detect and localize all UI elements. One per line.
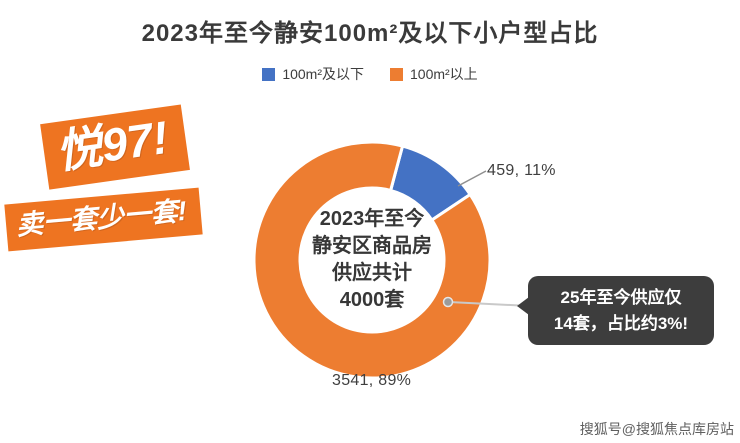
callout-line: 25年至今供应仅 — [560, 288, 682, 307]
donut-chart — [252, 140, 492, 380]
legend-label-under-100: 100m²及以下 — [282, 66, 364, 82]
legend-label-over-100: 100m²以上 — [410, 66, 478, 82]
sticker-sell-one-less-one: 卖一套少一套! — [4, 187, 203, 252]
slice-label-over-100: 3541, 89% — [332, 372, 412, 389]
legend-swatch-orange — [390, 67, 403, 81]
donut-slice-over-100 — [252, 140, 492, 380]
center-text-line: 2023年至今 — [319, 208, 425, 230]
callout-pointer — [517, 297, 529, 315]
center-text-line: 4000套 — [339, 289, 405, 311]
sticker-yue97: 悦97! — [40, 104, 191, 190]
legend-item-over-100: 100m²以上 — [390, 64, 478, 84]
slice-label-under-100: 459, 11% — [487, 162, 556, 179]
watermark: 搜狐号@搜狐焦点库房站 — [579, 421, 734, 437]
chart-title: 2023年至今静安100m²及以下小户型占比 — [141, 20, 599, 47]
center-text-line: 静安区商品房 — [312, 235, 432, 257]
callout-bubble: 25年至今供应仅 14套，占比约3%! — [517, 276, 714, 345]
donut-center-text: 2023年至今 静安区商品房 供应共计 4000套 — [272, 206, 472, 314]
callout-line: 14套，占比约3%! — [553, 313, 689, 333]
legend: 100m²及以下 100m²以上 — [0, 64, 740, 84]
center-text-line: 供应共计 — [332, 262, 412, 284]
legend-item-under-100: 100m²及以下 — [262, 64, 364, 84]
legend-swatch-blue — [262, 67, 276, 81]
